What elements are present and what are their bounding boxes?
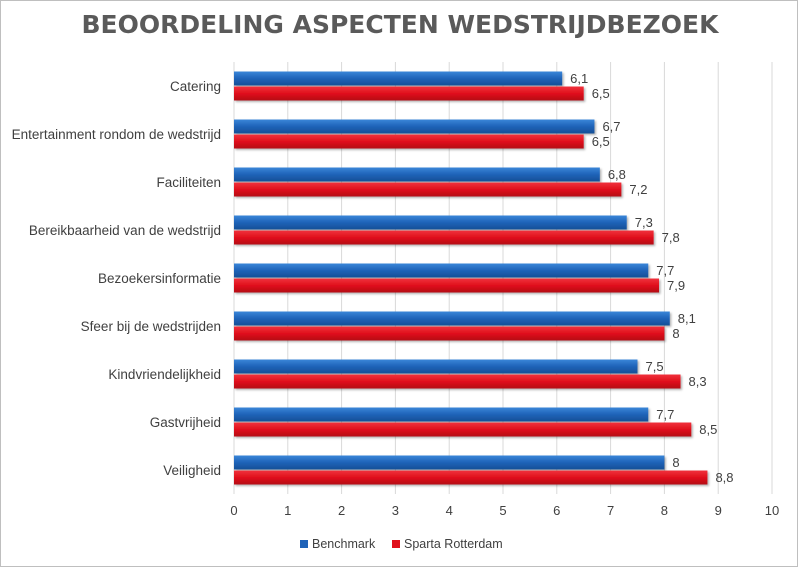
bar-sparta-rotterdam [234,326,665,341]
data-label: 6,1 [570,71,588,86]
bar-benchmark [234,71,563,86]
legend-swatch-benchmark [300,540,308,548]
category-label: Kindvriendelijkheid [108,367,221,382]
bar-sparta-rotterdam [234,374,681,389]
data-label: 7,7 [656,407,674,422]
category-label: Catering [170,79,221,94]
bar-sparta-rotterdam [234,86,584,101]
data-label: 8 [672,455,679,470]
x-tick-label: 10 [765,503,779,518]
legend-label: Benchmark [312,537,376,551]
bar-sparta-rotterdam [234,134,584,149]
x-tick-label: 5 [499,503,506,518]
bar-sparta-rotterdam [234,182,622,197]
data-label: 7,8 [662,230,680,245]
category-label: Sfeer bij de wedstrijden [81,319,221,334]
data-label: 6,5 [592,134,610,149]
x-tick-label: 3 [392,503,399,518]
x-tick-label: 2 [338,503,345,518]
category-label: Bezoekersinformatie [98,271,221,286]
bar-benchmark [234,359,638,374]
data-label: 6,5 [592,86,610,101]
data-label: 8 [672,326,679,341]
bar-sparta-rotterdam [234,230,654,245]
bar-benchmark [234,263,649,278]
data-label: 7,3 [635,215,653,230]
data-label: 8,8 [715,470,733,485]
data-label: 6,7 [602,119,620,134]
category-label: Bereikbaarheid van de wedstrijd [29,223,221,238]
x-tick-label: 1 [284,503,291,518]
x-tick-label: 9 [715,503,722,518]
x-tick-label: 6 [553,503,560,518]
legend-swatch-sparta-rotterdam [392,540,400,548]
x-tick-label: 0 [230,503,237,518]
data-label: 8,3 [689,374,707,389]
data-label: 7,5 [646,359,664,374]
data-label: 7,7 [656,263,674,278]
data-label: 7,9 [667,278,685,293]
category-label: Entertainment rondom de wedstrijd [12,127,221,142]
bar-benchmark [234,407,649,422]
x-tick-label: 8 [661,503,668,518]
bar-benchmark [234,215,627,230]
legend-label: Sparta Rotterdam [404,537,503,551]
data-label: 8,5 [699,422,717,437]
chart-title: Beoordeling aspecten wedstrijdbezoek [81,10,719,39]
x-tick-label: 4 [446,503,453,518]
data-label: 7,2 [629,182,647,197]
data-label: 8,1 [678,311,696,326]
x-tick-label: 7 [607,503,614,518]
category-label: Veiligheid [163,463,221,478]
bar-benchmark [234,455,665,470]
bar-benchmark [234,119,595,134]
bar-benchmark [234,311,670,326]
category-label: Faciliteiten [156,175,221,190]
bar-sparta-rotterdam [234,422,692,437]
bar-sparta-rotterdam [234,470,708,485]
category-label: Gastvrijheid [150,415,221,430]
bar-benchmark [234,167,600,182]
data-label: 6,8 [608,167,626,182]
bar-sparta-rotterdam [234,278,660,293]
